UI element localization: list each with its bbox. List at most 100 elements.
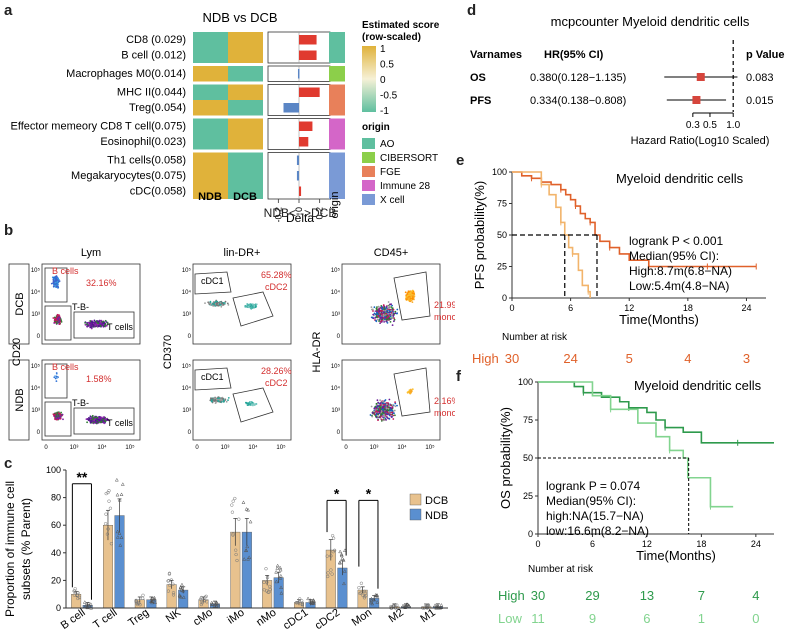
forest-row-pfs-p: 0.015 xyxy=(746,95,774,107)
flow-tick: 10³ xyxy=(182,408,191,414)
bar-category-label: cDC2 xyxy=(313,607,342,633)
heatmap-cell-dcb xyxy=(228,152,263,168)
panel-label-a: a xyxy=(4,2,13,19)
flow-tick: 10⁴ xyxy=(331,289,341,296)
heatmap-cell-ndb xyxy=(193,134,228,150)
heatmap-row-label: Th1 cells(0.058) xyxy=(107,155,186,167)
bar-category-label: M2 xyxy=(387,607,406,626)
flow-tick: 10³ xyxy=(221,445,230,451)
delta-bar xyxy=(299,137,309,147)
legend-origin-label: AO xyxy=(380,139,395,150)
delta-bar xyxy=(299,50,317,60)
risk-value: 7 xyxy=(698,588,705,603)
km-xtick: 0 xyxy=(509,303,514,313)
delta-bar xyxy=(299,121,313,131)
bar-legend-swatch xyxy=(409,493,422,506)
forest-row-os-p: 0.083 xyxy=(746,72,774,84)
forest-hr-marker xyxy=(692,96,701,104)
flow-tick: 10⁵ xyxy=(125,444,135,451)
gate-bcells: B cells xyxy=(52,362,79,372)
risk-value: 4 xyxy=(752,588,759,603)
risk-value: 6 xyxy=(643,611,650,626)
heatmap-cell-dcb xyxy=(228,66,263,82)
flow-tick: 10³ xyxy=(331,312,340,318)
legend-origin-swatch xyxy=(362,194,375,205)
row-label: NDB xyxy=(14,388,26,411)
origin-strip xyxy=(329,84,345,116)
flow-tick: 10⁵ xyxy=(425,444,435,451)
sig-mark: * xyxy=(334,485,340,501)
km-annotation: Low:5.4m(4.8−NA) xyxy=(629,279,729,293)
bar-ylabel-2: subsets (% Parent) xyxy=(19,498,33,600)
forest-header-hr: HR(95% CI) xyxy=(544,49,604,61)
km-ytick: 25 xyxy=(523,491,533,501)
risk-row-label: High xyxy=(472,351,499,366)
heatmap-cell-ndb xyxy=(193,66,228,82)
flow-tick: 10⁵ xyxy=(182,363,192,370)
gate-bcells: B cells xyxy=(52,266,79,276)
panel-label-d: d xyxy=(467,2,477,19)
legend-score-tick: -0.5 xyxy=(380,91,398,102)
flow-tick: 0 xyxy=(337,334,341,340)
gate-mono: monocytes xyxy=(434,312,455,322)
legend-score-tick: 0.5 xyxy=(380,60,394,71)
heatmap-cell-ndb xyxy=(193,84,228,100)
forest-row-os-hr: 0.380(0.128−1.135) xyxy=(530,72,626,84)
bar-ytick: 40 xyxy=(51,548,61,558)
legend-score-title: Estimated score xyxy=(362,20,440,31)
flow-tick: 10³ xyxy=(70,445,79,451)
panel-e-km: PFS probability(%) Myeloid dendritic cell… xyxy=(472,167,766,366)
bar-category-label: cDC1 xyxy=(281,607,310,633)
panel-a-heatmap: NDB vs DCB CD8 (0.029) B cell (0.012) Macr… xyxy=(11,10,440,222)
heatmap-cell-dcb xyxy=(228,100,263,116)
flow-x-axis: CD14 xyxy=(377,457,405,458)
km-curve-low xyxy=(512,171,591,298)
flow-x-axis: CD1c xyxy=(228,457,256,458)
km-curve-low xyxy=(538,381,734,508)
flow-tick: 0 xyxy=(195,445,199,451)
km-ytick: 75 xyxy=(497,199,507,209)
gate-mono-pct: 2.16% xyxy=(434,396,455,406)
gate-bcells-pct: 1.58% xyxy=(86,374,112,384)
gate-cdc2-pct: 28.26% xyxy=(261,366,292,376)
km-ytick: 100 xyxy=(518,377,533,387)
heatmap-cell-ndb xyxy=(193,100,228,116)
delta-axis-label: Delta xyxy=(286,211,314,222)
delta-bar xyxy=(299,35,317,45)
heatmap-cell-dcb xyxy=(228,183,263,199)
km-xtick: 18 xyxy=(683,303,693,313)
panel-label-c: c xyxy=(4,455,13,472)
heatmap-row-label: Treg(0.054) xyxy=(129,102,186,114)
risk-value: 30 xyxy=(531,588,545,603)
gate-tcells: T cells xyxy=(107,322,133,332)
legend-origin-swatch xyxy=(362,166,375,177)
legend-origin-title: origin xyxy=(362,122,390,133)
flow-tick: 10³ xyxy=(31,408,40,414)
row-label-box xyxy=(8,359,30,441)
delta-tick-label: 0.2 xyxy=(315,207,325,220)
forest-row-pfs-hr: 0.334(0.138−0.808) xyxy=(530,95,626,107)
flow-plot: 10⁵ 10⁴ 10³ 0 0 10³ 10⁴ 10⁵ 2.16% monocytes xyxy=(331,359,455,451)
bar-category-label: T cell xyxy=(91,607,119,632)
flow-col-title: lin-DR+ xyxy=(224,247,261,259)
km-annotation: Median(95% CI): xyxy=(546,494,636,508)
risk-title: Number at risk xyxy=(502,332,568,343)
delta-tick-label: 0 xyxy=(294,207,304,212)
origin-axis-label: origin xyxy=(329,192,341,219)
flow-tick: 0 xyxy=(37,334,41,340)
risk-value: 4 xyxy=(684,351,691,366)
flow-plot: 10⁵ 10⁴ 10³ 0 B cells 32.16% T-B- T cells xyxy=(31,263,141,345)
heatmap-cell-ndb xyxy=(193,183,228,199)
flow-tick: 10⁴ xyxy=(97,444,107,451)
km-annotation: logrank P < 0.001 xyxy=(629,234,724,248)
risk-value: 9 xyxy=(589,611,596,626)
legend-score-tick: 0 xyxy=(380,75,386,86)
risk-value: 3 xyxy=(743,351,750,366)
legend-origin-label: CIBERSORT xyxy=(380,153,438,164)
forest-header-p: p Value xyxy=(746,49,785,61)
heatmap-cell-dcb xyxy=(228,118,263,134)
km-xtick: 0 xyxy=(535,539,540,549)
flow-tick: 0 xyxy=(344,445,348,451)
km-ylabel: PFS probability(%) xyxy=(472,181,487,289)
risk-value: 0 xyxy=(752,611,759,626)
